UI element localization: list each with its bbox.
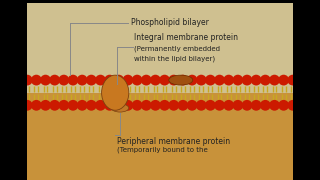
Ellipse shape — [287, 75, 298, 86]
Ellipse shape — [159, 100, 170, 111]
Ellipse shape — [59, 75, 69, 86]
Ellipse shape — [242, 100, 252, 111]
Ellipse shape — [113, 100, 124, 111]
Text: Integral membrane protein: Integral membrane protein — [134, 33, 238, 42]
Ellipse shape — [205, 75, 216, 86]
Text: within the lipid bilayer): within the lipid bilayer) — [134, 56, 216, 62]
Ellipse shape — [187, 100, 197, 111]
Ellipse shape — [40, 75, 51, 86]
Ellipse shape — [260, 100, 271, 111]
Ellipse shape — [68, 75, 78, 86]
Ellipse shape — [123, 75, 133, 86]
Bar — [293, 0, 320, 180]
Ellipse shape — [205, 100, 216, 111]
Text: Phospholipid bilayer: Phospholipid bilayer — [131, 18, 209, 27]
Ellipse shape — [104, 100, 115, 111]
Text: (Permanently embedded: (Permanently embedded — [134, 46, 220, 52]
Ellipse shape — [150, 75, 161, 86]
Ellipse shape — [269, 75, 280, 86]
Ellipse shape — [31, 75, 42, 86]
Ellipse shape — [102, 75, 129, 110]
Ellipse shape — [77, 100, 88, 111]
Ellipse shape — [278, 75, 289, 86]
Ellipse shape — [178, 75, 188, 86]
Ellipse shape — [178, 100, 188, 111]
Ellipse shape — [95, 100, 106, 111]
Ellipse shape — [104, 75, 115, 86]
Ellipse shape — [132, 100, 142, 111]
Ellipse shape — [141, 75, 152, 86]
Ellipse shape — [232, 100, 243, 111]
Ellipse shape — [196, 75, 207, 86]
Ellipse shape — [242, 75, 252, 86]
Ellipse shape — [150, 100, 161, 111]
Ellipse shape — [287, 100, 298, 111]
Ellipse shape — [86, 100, 97, 111]
Ellipse shape — [95, 75, 106, 86]
Text: (Temporarily bound to the: (Temporarily bound to the — [117, 147, 208, 153]
Ellipse shape — [196, 100, 207, 111]
Ellipse shape — [168, 75, 179, 86]
Ellipse shape — [223, 75, 234, 86]
Ellipse shape — [223, 100, 234, 111]
Ellipse shape — [132, 75, 142, 86]
Ellipse shape — [232, 75, 243, 86]
Ellipse shape — [40, 100, 51, 111]
Bar — [27, 93, 293, 180]
Ellipse shape — [269, 100, 280, 111]
Ellipse shape — [251, 100, 261, 111]
Text: Peripheral membrane protein: Peripheral membrane protein — [117, 137, 230, 146]
Ellipse shape — [214, 100, 225, 111]
Ellipse shape — [187, 75, 197, 86]
Ellipse shape — [168, 100, 179, 111]
Ellipse shape — [49, 75, 60, 86]
Ellipse shape — [141, 100, 152, 111]
Ellipse shape — [31, 100, 42, 111]
Bar — [27, 3, 293, 93]
Ellipse shape — [22, 100, 33, 111]
Ellipse shape — [169, 75, 193, 85]
Ellipse shape — [260, 75, 271, 86]
Ellipse shape — [113, 75, 124, 86]
Ellipse shape — [49, 100, 60, 111]
Ellipse shape — [123, 100, 133, 111]
Ellipse shape — [59, 100, 69, 111]
Bar — [0, 0, 27, 180]
Ellipse shape — [68, 100, 78, 111]
Ellipse shape — [77, 75, 88, 86]
Ellipse shape — [22, 75, 33, 86]
Ellipse shape — [278, 100, 289, 111]
Ellipse shape — [111, 104, 129, 112]
Ellipse shape — [251, 75, 261, 86]
Ellipse shape — [214, 75, 225, 86]
Ellipse shape — [86, 75, 97, 86]
Ellipse shape — [159, 75, 170, 86]
